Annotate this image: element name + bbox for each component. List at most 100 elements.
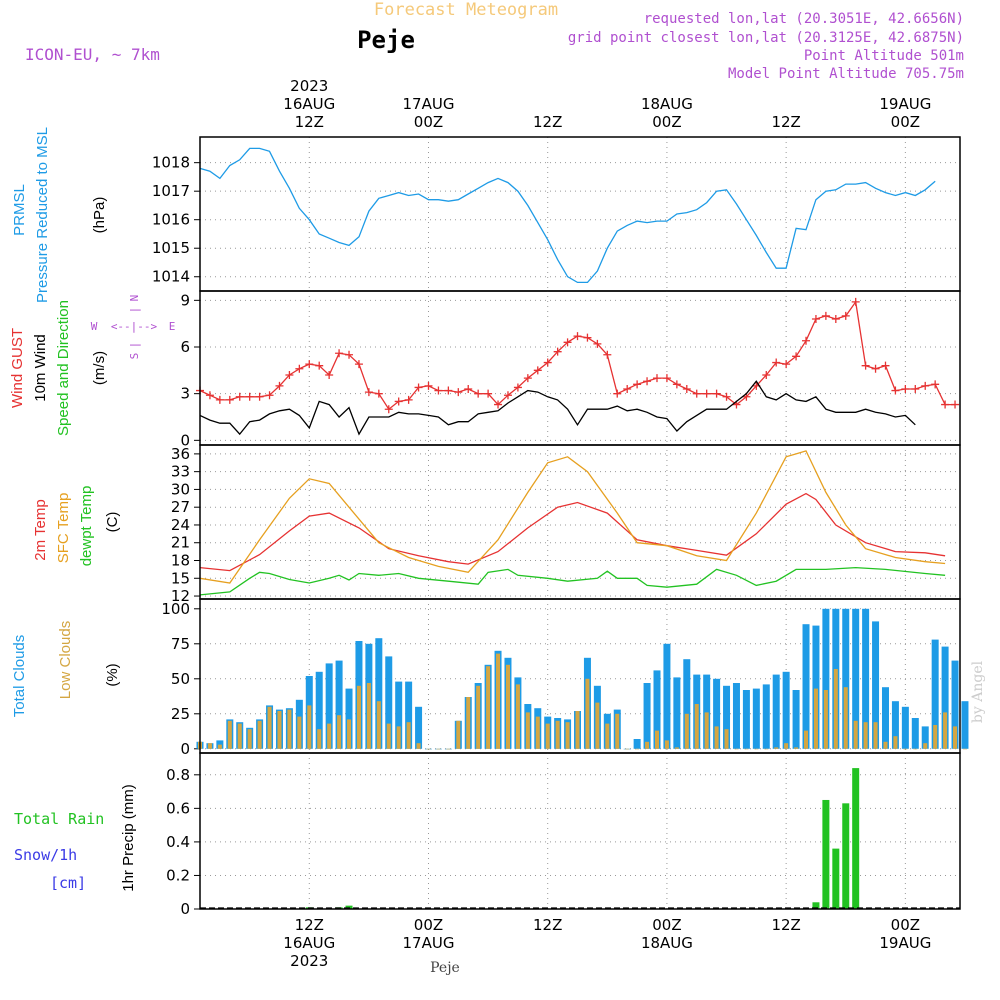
clouds-bar-low-clouds [545,723,550,749]
gust-marker [474,389,483,398]
bottom-time-label: 12Z [295,916,324,934]
clouds-bar-low-clouds [396,726,401,749]
clouds-ytick-label: 0 [180,740,190,758]
gust-marker [682,385,691,393]
precip-label-cm: [cm] [50,874,86,892]
compass-down-bar: | [128,342,141,349]
gust-marker [374,389,383,398]
clouds-bar-low-clouds [525,712,530,749]
clouds-bar-low-clouds [217,744,222,749]
top-time-label: 12Z [533,113,562,131]
footer-location: Peje [430,960,460,976]
temp-label-2m: 2m Temp [32,499,49,560]
gust-marker [643,377,652,386]
clouds-bar-low-clouds [555,720,560,749]
clouds-bar-total-clouds [842,608,850,749]
gust-marker [384,405,393,414]
compass-up-bar: | [128,307,141,314]
clouds-bar-total-clouds [782,671,790,749]
wind-ytick-label: 9 [180,291,190,309]
gust-marker [831,315,840,323]
clouds-bar-total-clouds [961,701,969,749]
pressure-series-prmsl [199,147,936,284]
clouds-panel: 0 25 50 75 100 [161,598,969,758]
clouds-bar-low-clouds [456,720,461,749]
precip-label-rain: Total Rain [14,810,104,828]
clouds-bar-low-clouds [853,720,858,749]
bottom-time-label: 12Z [533,916,562,934]
precip-ylabels: Total Rain Snow/1h [cm] 1hr Precip (mm) [14,784,137,892]
gust-marker [821,311,830,320]
top-time-label: 00Z [652,113,681,131]
temperature-ytick-label: 36 [171,445,190,463]
precip-bar-rain [852,768,860,909]
clouds-bar-low-clouds [605,723,610,749]
gust-marker [215,395,224,404]
clouds-bar-low-clouds [237,723,242,749]
gust-marker [712,389,721,398]
clouds-bar-total-clouds [802,624,810,749]
gust-marker [633,380,642,389]
clouds-bar-low-clouds [615,713,620,749]
gust-marker [573,332,582,341]
clouds-bar-low-clouds [804,730,809,749]
model-name: ICON-EU, ~ 7km [25,45,160,64]
compass-arrows: <--|--> [111,320,158,333]
clouds-bar-low-clouds [794,747,799,749]
clouds-bar-low-clouds [317,729,322,749]
bottom-time-label: 00Z [891,916,920,934]
clouds-bar-total-clouds [335,660,343,749]
precip-label-snow: Snow/1h [14,846,77,864]
clouds-bar-low-clouds [595,702,600,749]
compass-north: N [128,295,141,302]
precip-ytick-label: 0.8 [166,766,190,784]
precip-bar-rain [832,848,840,909]
clouds-bar-low-clouds [416,743,421,749]
clouds-bar-low-clouds [496,653,501,749]
gust-marker [494,400,503,409]
gust-marker [563,338,572,347]
top-time-label: 12Z [771,113,800,131]
gust-marker [464,385,473,393]
bottom-time-label: 18AUG [641,934,693,952]
clouds-bar-low-clouds [654,730,659,749]
clouds-bar-total-clouds [862,608,870,749]
clouds-bar-low-clouds [943,712,948,749]
temperature-ytick-label: 18 [171,552,190,570]
clouds-bar-total-clouds [951,660,959,749]
top-time-label: 18AUG [641,95,693,113]
clouds-bar-low-clouds [287,709,292,749]
clouds-bar-total-clouds [385,656,393,749]
clouds-bar-low-clouds [486,666,491,749]
wind-label-gust: Wind GUST [9,328,26,408]
model-altitude: Model Point Altitude 705.75m [728,66,964,82]
clouds-bar-low-clouds [784,743,789,749]
gust-marker [444,386,453,395]
clouds-bar-low-clouds [327,723,332,749]
gust-marker [951,400,960,409]
precip-bar-rain [345,905,353,909]
requested-coords: requested lon,lat (20.3051E, 42.6656N) [644,11,964,27]
top-time-label: 19AUG [879,95,931,113]
gust-marker [335,349,344,358]
clouds-ytick-label: 75 [171,635,190,653]
clouds-bar-total-clouds [931,639,939,749]
clouds-bar-low-clouds [585,678,590,749]
clouds-bar-total-clouds [911,718,919,749]
clouds-bar-low-clouds [386,723,391,749]
clouds-bar-total-clouds [901,706,909,749]
wind-ylabels: Wind GUST 10m Wind Speed and Direction (… [9,300,108,436]
clouds-unit: (%) [104,663,121,686]
clouds-bar-low-clouds [406,722,411,749]
clouds-bar-low-clouds [744,748,749,750]
clouds-bar-low-clouds [436,748,441,750]
clouds-bar-low-clouds [724,729,729,749]
wind-panel: 0 3 6 9 [180,290,961,449]
gust-marker [871,364,880,373]
top-time-label: 00Z [414,113,443,131]
clouds-bar-low-clouds [366,683,371,749]
gust-marker [662,374,671,383]
bottom-time-label: 19AUG [879,934,931,952]
clouds-bar-total-clouds [415,706,423,749]
clouds-bar-total-clouds [872,621,880,749]
